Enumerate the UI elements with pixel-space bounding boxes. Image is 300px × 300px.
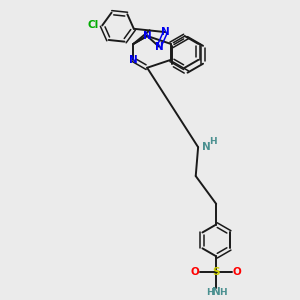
Text: O: O bbox=[233, 267, 242, 277]
Text: N: N bbox=[161, 27, 170, 37]
Text: N: N bbox=[129, 55, 138, 65]
Text: N: N bbox=[212, 287, 220, 297]
Text: N: N bbox=[143, 31, 152, 41]
Text: H: H bbox=[219, 288, 226, 297]
Text: N: N bbox=[154, 42, 163, 52]
Text: Cl: Cl bbox=[88, 20, 99, 31]
Text: N: N bbox=[202, 142, 211, 152]
Text: O: O bbox=[191, 267, 200, 277]
Text: H: H bbox=[209, 137, 217, 146]
Text: S: S bbox=[212, 267, 220, 277]
Text: H: H bbox=[206, 288, 214, 297]
